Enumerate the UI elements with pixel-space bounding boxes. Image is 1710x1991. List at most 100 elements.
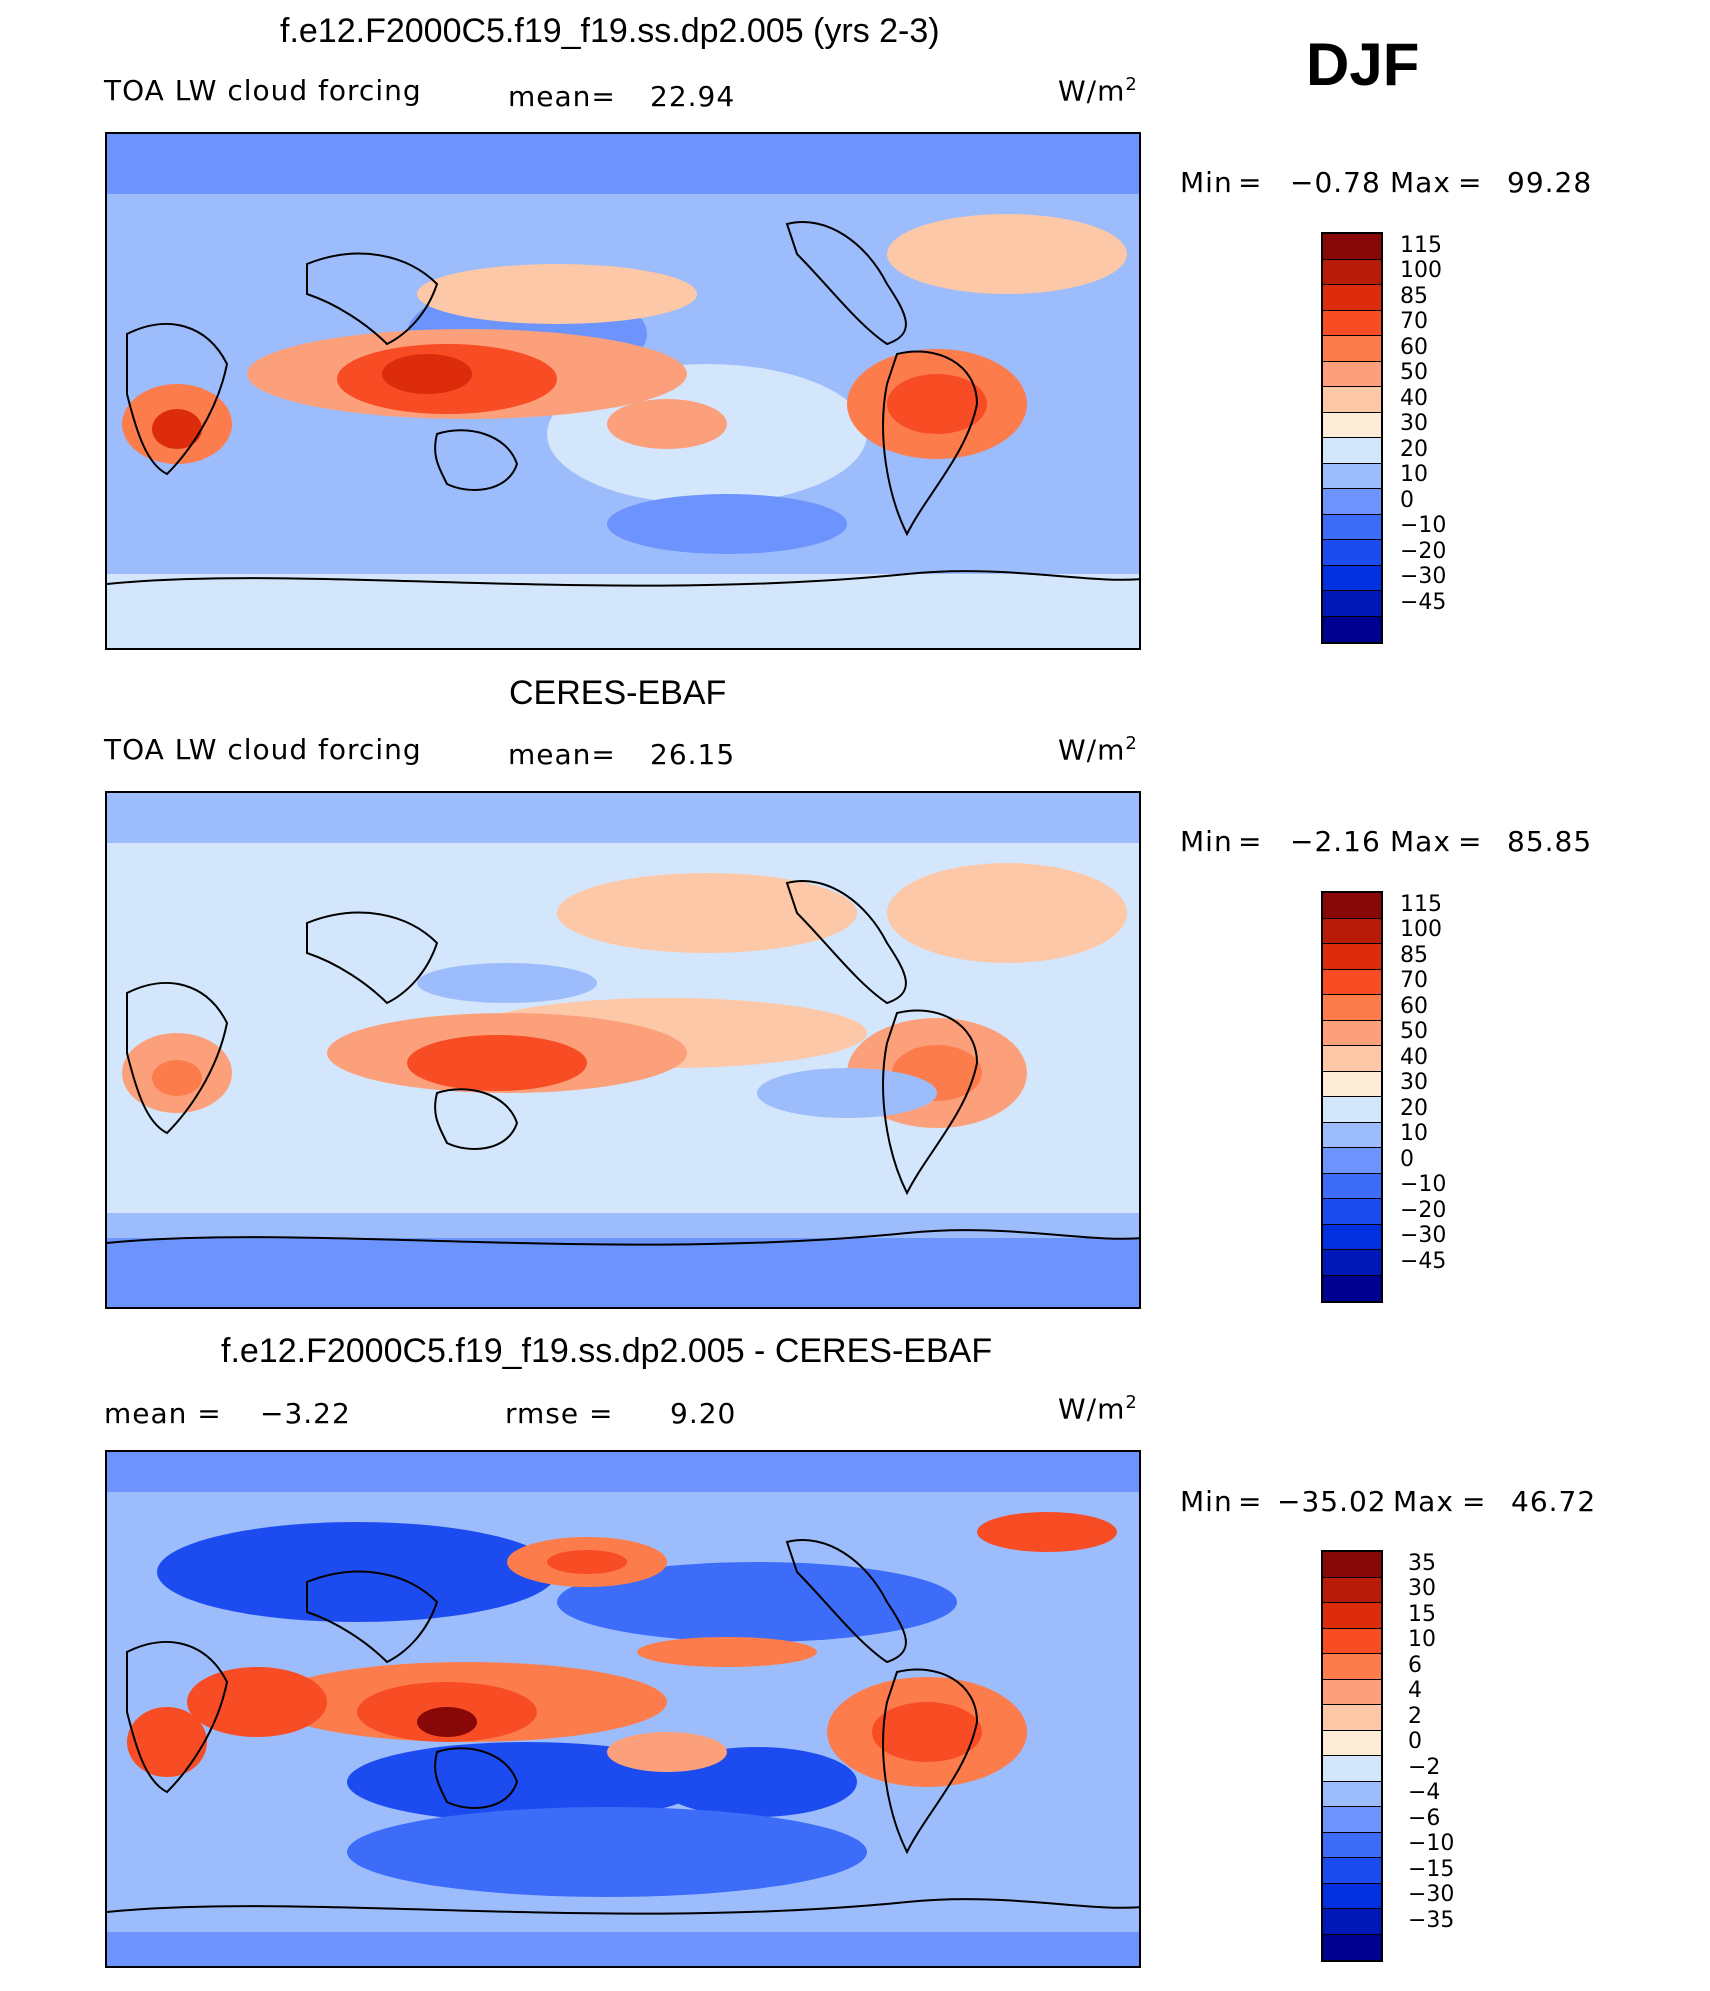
colorbar-tick-label: −35 — [1408, 1907, 1455, 1933]
colorbar-swatch — [1323, 616, 1381, 642]
colorbar-tick-label: 50 — [1400, 1019, 1428, 1044]
colorbar-swatch — [1323, 1224, 1381, 1250]
colorbar-swatch — [1323, 438, 1381, 464]
colorbar-tick-label: −6 — [1408, 1805, 1441, 1831]
colorbar-swatch — [1323, 995, 1381, 1021]
colorbar-swatch — [1323, 1275, 1381, 1301]
colorbar-swatch — [1323, 1046, 1381, 1072]
colorbar-swatch — [1323, 1654, 1381, 1680]
colorbar-tick-label: 30 — [1400, 411, 1428, 436]
colorbar-tick-label: −4 — [1408, 1780, 1441, 1805]
panel2-min-value: −2.16 — [1290, 825, 1381, 858]
colorbar-swatch — [1323, 514, 1381, 540]
colorbar-tick-label: −45 — [1400, 589, 1447, 615]
panel1-units: W/m2 — [1058, 74, 1138, 108]
panel2-mean-value: 26.15 — [650, 738, 736, 771]
colorbar-swatch — [1323, 1807, 1381, 1833]
colorbar-swatch — [1323, 489, 1381, 515]
colorbar-tick-label: −20 — [1400, 1197, 1447, 1223]
panel3-max-label: Max — [1393, 1485, 1454, 1518]
colorbar-swatch — [1323, 1122, 1381, 1148]
panel1-field-label: TOA LW cloud forcing — [104, 74, 422, 107]
colorbar-tick-label: 100 — [1400, 917, 1442, 942]
panel1-map — [105, 132, 1141, 650]
colorbar-swatch — [1323, 259, 1381, 285]
colorbar-tick-label: 0 — [1400, 1146, 1414, 1172]
panel3-mean-label: mean = — [104, 1397, 222, 1430]
panel3-rmse-label: rmse = — [505, 1397, 614, 1430]
panel3-min-eq: = — [1238, 1485, 1263, 1518]
panel1-min-value: −0.78 — [1290, 166, 1381, 199]
colorbar-tick-label: 85 — [1400, 283, 1428, 309]
colorbar-swatch — [1323, 1199, 1381, 1225]
colorbar-swatch — [1323, 944, 1381, 970]
panel3-mean-value: −3.22 — [260, 1397, 351, 1430]
colorbar-swatch — [1323, 893, 1381, 919]
panel1-max-value: 99.28 — [1507, 166, 1593, 199]
panel1-colorbar — [1321, 232, 1383, 644]
panel3-title: f.e12.F2000C5.f19_f19.ss.dp2.005 - CERES… — [221, 1332, 993, 1370]
colorbar-swatch — [1323, 918, 1381, 944]
colorbar-tick-label: −15 — [1408, 1856, 1455, 1882]
colorbar-swatch — [1323, 1173, 1381, 1199]
colorbar-swatch — [1323, 1705, 1381, 1731]
colorbar-tick-label: 70 — [1400, 968, 1428, 993]
colorbar-swatch — [1323, 463, 1381, 489]
colorbar-swatch — [1323, 336, 1381, 362]
colorbar-tick-label: −20 — [1400, 538, 1447, 564]
colorbar-swatch — [1323, 1730, 1381, 1756]
colorbar-tick-label: 20 — [1400, 1095, 1428, 1121]
colorbar-tick-label: 0 — [1400, 487, 1414, 513]
panel2-mean-label: mean= — [508, 738, 616, 771]
panel3-colorbar — [1321, 1550, 1383, 1962]
panel2-min-label: Min — [1180, 825, 1233, 858]
panel1-max-eq: = — [1458, 166, 1483, 199]
colorbar-swatch — [1323, 1148, 1381, 1174]
colorbar-tick-label: 115 — [1400, 232, 1442, 258]
panel2-field-label: TOA LW cloud forcing — [104, 733, 422, 766]
colorbar-tick-label: 2 — [1408, 1703, 1422, 1729]
colorbar-tick-label: 40 — [1400, 1044, 1428, 1070]
colorbar-swatch — [1323, 1909, 1381, 1935]
colorbar-swatch — [1323, 1781, 1381, 1807]
colorbar-tick-label: 50 — [1400, 360, 1428, 385]
panel3-rmse-value: 9.20 — [670, 1397, 737, 1430]
colorbar-tick-label: 4 — [1408, 1678, 1422, 1703]
panel1-min-eq: = — [1238, 166, 1263, 199]
colorbar-tick-label: 10 — [1408, 1627, 1436, 1652]
colorbar-tick-label: −10 — [1400, 1172, 1447, 1197]
colorbar-swatch — [1323, 234, 1381, 260]
colorbar-tick-label: 30 — [1408, 1576, 1436, 1601]
panel3-map — [105, 1450, 1141, 1968]
colorbar-swatch — [1323, 1577, 1381, 1603]
colorbar-tick-label: 10 — [1400, 1121, 1428, 1146]
panel3-max-eq: = — [1462, 1485, 1487, 1518]
colorbar-tick-label: 0 — [1408, 1729, 1422, 1754]
colorbar-tick-label: 100 — [1400, 258, 1442, 283]
colorbar-tick-label: 35 — [1408, 1550, 1436, 1576]
panel1-title: f.e12.F2000C5.f19_f19.ss.dp2.005 (yrs 2-… — [280, 12, 940, 50]
colorbar-tick-label: 30 — [1400, 1070, 1428, 1095]
colorbar-swatch — [1323, 361, 1381, 387]
colorbar-tick-label: −30 — [1408, 1882, 1455, 1907]
colorbar-swatch — [1323, 1097, 1381, 1123]
panel3-min-value: −35.02 — [1277, 1485, 1387, 1518]
colorbar-swatch — [1323, 1628, 1381, 1654]
colorbar-swatch — [1323, 591, 1381, 617]
panel1-mean-label: mean= — [508, 80, 616, 113]
colorbar-swatch — [1323, 1603, 1381, 1629]
colorbar-swatch — [1323, 565, 1381, 591]
colorbar-tick-label: 70 — [1400, 309, 1428, 334]
colorbar-swatch — [1323, 1934, 1381, 1960]
colorbar-tick-label: −30 — [1400, 564, 1447, 589]
panel2-map — [105, 791, 1141, 1309]
panel1-mean-value: 22.94 — [650, 80, 736, 113]
colorbar-swatch — [1323, 1756, 1381, 1782]
colorbar-tick-label: −45 — [1400, 1248, 1447, 1274]
colorbar-tick-label: 60 — [1400, 993, 1428, 1019]
colorbar-tick-label: 15 — [1408, 1601, 1436, 1627]
colorbar-swatch — [1323, 285, 1381, 311]
colorbar-swatch — [1323, 1552, 1381, 1578]
colorbar-swatch — [1323, 540, 1381, 566]
colorbar-tick-label: 85 — [1400, 942, 1428, 968]
